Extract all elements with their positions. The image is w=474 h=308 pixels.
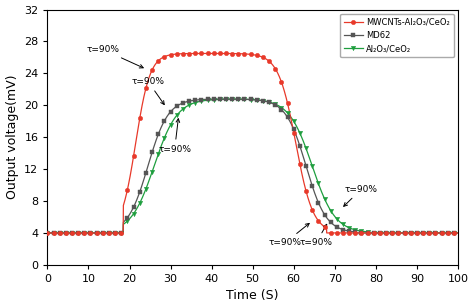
Text: τ=90%: τ=90% bbox=[158, 119, 191, 154]
Text: τ=90%: τ=90% bbox=[131, 77, 164, 104]
Text: τ=90%: τ=90% bbox=[86, 45, 143, 68]
Y-axis label: Output voltage(mV): Output voltage(mV) bbox=[6, 75, 18, 200]
Text: τ=90%: τ=90% bbox=[269, 223, 309, 247]
Text: τ=90%: τ=90% bbox=[300, 224, 333, 247]
Legend: MWCNTs-Al₂O₃/CeO₂, MD62, Al₂O₃/CeO₂: MWCNTs-Al₂O₃/CeO₂, MD62, Al₂O₃/CeO₂ bbox=[340, 14, 454, 57]
Text: τ=90%: τ=90% bbox=[344, 184, 378, 206]
X-axis label: Time (S): Time (S) bbox=[227, 290, 279, 302]
